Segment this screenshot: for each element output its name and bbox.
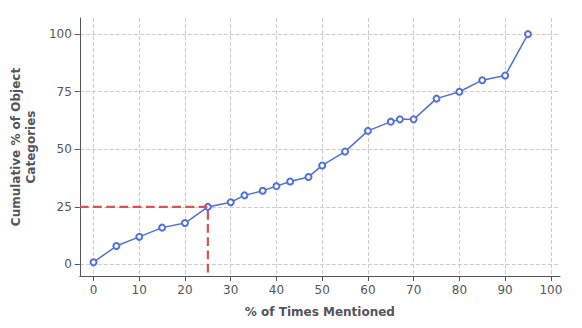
svg-text:70: 70 bbox=[406, 283, 421, 297]
svg-text:Cumulative % of Object: Cumulative % of Object bbox=[9, 68, 23, 227]
svg-text:25: 25 bbox=[57, 200, 72, 214]
svg-text:60: 60 bbox=[360, 283, 375, 297]
svg-text:75: 75 bbox=[57, 85, 72, 99]
svg-text:0: 0 bbox=[90, 283, 98, 297]
svg-text:40: 40 bbox=[269, 283, 284, 297]
svg-text:30: 30 bbox=[223, 283, 238, 297]
svg-text:100: 100 bbox=[49, 27, 72, 41]
svg-text:0: 0 bbox=[64, 257, 72, 271]
svg-text:50: 50 bbox=[315, 283, 330, 297]
svg-text:50: 50 bbox=[57, 142, 72, 156]
svg-text:100: 100 bbox=[539, 283, 562, 297]
svg-text:20: 20 bbox=[177, 283, 192, 297]
svg-text:90: 90 bbox=[497, 283, 512, 297]
svg-text:80: 80 bbox=[452, 283, 467, 297]
svg-text:% of Times Mentioned: % of Times Mentioned bbox=[245, 305, 395, 319]
svg-text:10: 10 bbox=[132, 283, 147, 297]
svg-text:Categories: Categories bbox=[24, 111, 38, 184]
